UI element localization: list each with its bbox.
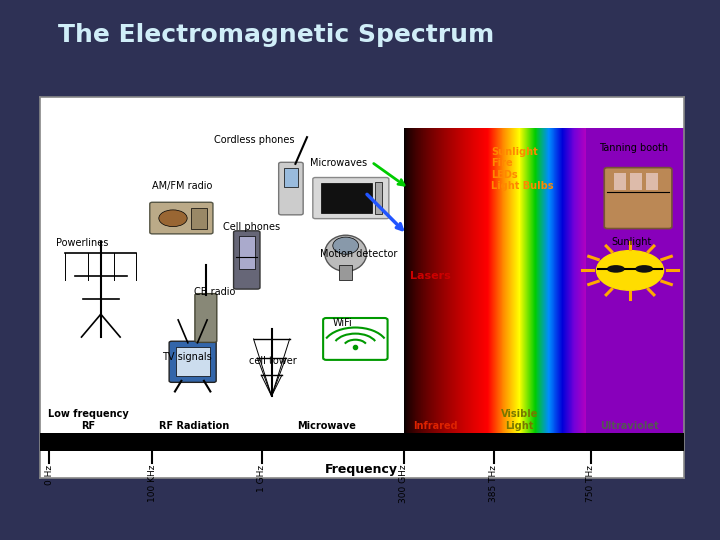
Text: Visible
Light: Visible Light (501, 409, 539, 431)
Bar (586, 127, 684, 434)
Bar (239, 236, 255, 268)
FancyBboxPatch shape (323, 318, 387, 360)
Circle shape (159, 210, 187, 227)
Bar (320, 183, 372, 213)
FancyBboxPatch shape (604, 167, 672, 228)
FancyBboxPatch shape (279, 163, 303, 215)
Text: Lasers: Lasers (410, 271, 451, 281)
Text: 100 KHz: 100 KHz (148, 464, 157, 502)
Text: The Electromagnetic Spectrum: The Electromagnetic Spectrum (58, 23, 494, 47)
Text: 300 GHz: 300 GHz (399, 464, 408, 503)
Text: Tanning booth: Tanning booth (599, 143, 668, 153)
FancyBboxPatch shape (195, 294, 217, 342)
Bar (339, 265, 352, 280)
Circle shape (597, 251, 664, 290)
Text: Powerlines: Powerlines (55, 238, 108, 248)
Bar (614, 173, 626, 191)
Ellipse shape (333, 237, 359, 254)
Text: 0 Hz: 0 Hz (45, 464, 54, 485)
Text: Microwaves: Microwaves (310, 158, 367, 168)
Text: Frequency: Frequency (325, 463, 398, 476)
Text: Cell phones: Cell phones (223, 222, 280, 232)
Text: AM/FM radio: AM/FM radio (153, 180, 212, 191)
FancyBboxPatch shape (233, 231, 260, 289)
Bar (191, 207, 207, 228)
Bar (284, 167, 298, 187)
Text: RF Radiation: RF Radiation (159, 421, 230, 431)
Text: CB radio: CB radio (194, 287, 235, 297)
Text: 750 THz: 750 THz (586, 464, 595, 502)
Text: Low frequency
RF: Low frequency RF (48, 409, 128, 431)
Bar (374, 182, 382, 214)
Ellipse shape (607, 265, 625, 273)
Bar (40, 433, 684, 451)
Ellipse shape (635, 265, 653, 273)
FancyBboxPatch shape (150, 202, 213, 234)
Bar (176, 347, 210, 376)
Text: WiFi: WiFi (333, 318, 353, 328)
Text: Microwave: Microwave (297, 421, 356, 431)
FancyBboxPatch shape (312, 178, 389, 219)
Text: Sunlight: Sunlight (612, 237, 652, 247)
Text: Ultraviolet: Ultraviolet (600, 421, 659, 431)
Text: cell tower: cell tower (249, 356, 297, 366)
Ellipse shape (325, 235, 366, 272)
Text: Infrared: Infrared (413, 421, 458, 431)
Text: Sunlight
Fire
LEDs
Light Bulbs: Sunlight Fire LEDs Light Bulbs (491, 147, 554, 192)
Bar (646, 173, 658, 191)
Text: 385 THz: 385 THz (490, 464, 498, 502)
Text: 1 GHz: 1 GHz (258, 464, 266, 492)
Text: Motion detector: Motion detector (320, 249, 397, 259)
Bar (40, 127, 404, 434)
Text: TV signals: TV signals (162, 352, 212, 362)
Bar (630, 173, 642, 191)
Text: Cordless phones: Cordless phones (214, 135, 294, 145)
FancyBboxPatch shape (169, 341, 216, 382)
